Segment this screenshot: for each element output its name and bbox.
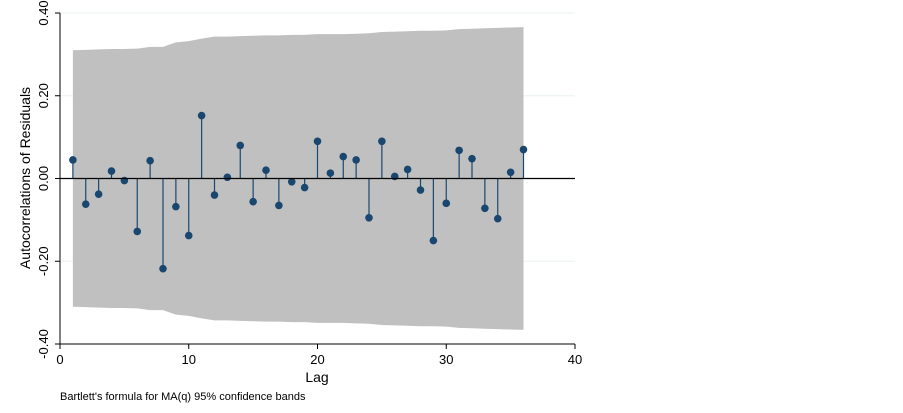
acf-point <box>262 166 270 175</box>
acf-point <box>94 190 103 199</box>
acf-point <box>468 154 476 163</box>
x-tick-label: 20 <box>310 352 324 367</box>
acf-point <box>249 197 257 206</box>
acf-point <box>81 200 90 208</box>
acf-point <box>365 214 373 222</box>
axes-layer: -0.40 -0.20 0.00 0.20 0.40 0 10 20 30 40 <box>36 0 582 367</box>
acf-point <box>210 191 219 199</box>
x-tick-label: 30 <box>439 352 453 367</box>
acf-point <box>184 231 193 240</box>
acf-point <box>146 156 154 165</box>
acf-point <box>287 178 296 186</box>
acf-point <box>159 264 167 273</box>
acf-point <box>313 137 322 146</box>
acf-point <box>69 156 77 164</box>
acf-point <box>455 146 463 155</box>
acf-point <box>300 183 309 192</box>
y-tick-label: 0.00 <box>36 166 51 191</box>
acf-point <box>107 167 116 175</box>
acf-point <box>172 202 180 211</box>
y-axis-label: Autocorrelations of Residuals <box>17 87 33 269</box>
acf-point <box>197 111 206 120</box>
acf-point <box>378 137 386 146</box>
y-tick-label: 0.40 <box>36 0 51 25</box>
y-tick-label: -0.40 <box>36 329 51 359</box>
acf-point <box>339 152 348 161</box>
x-tick-label: 40 <box>568 352 582 367</box>
y-tick-label: 0.20 <box>36 83 51 108</box>
acf-point <box>429 236 438 245</box>
acf-point <box>275 201 283 210</box>
acf-point <box>236 141 245 150</box>
stems-layer <box>69 111 528 273</box>
x-axis-label: Lag <box>305 369 328 385</box>
y-tick-label: -0.20 <box>36 246 51 276</box>
acf-point <box>133 227 142 236</box>
acf-point <box>493 214 502 223</box>
acf-point <box>506 168 515 177</box>
acf-point <box>326 169 335 177</box>
acf-point <box>416 186 425 194</box>
acf-point <box>223 173 232 182</box>
acf-point <box>442 199 451 208</box>
acf-point <box>403 165 412 174</box>
x-tick-label: 0 <box>56 352 63 367</box>
confidence-band-note: Bartlett's formula for MA(q) 95% confide… <box>60 391 306 403</box>
acf-point <box>352 156 360 164</box>
x-tick-label: 10 <box>182 352 196 367</box>
acf-point <box>519 145 528 154</box>
acf-point <box>481 204 489 213</box>
